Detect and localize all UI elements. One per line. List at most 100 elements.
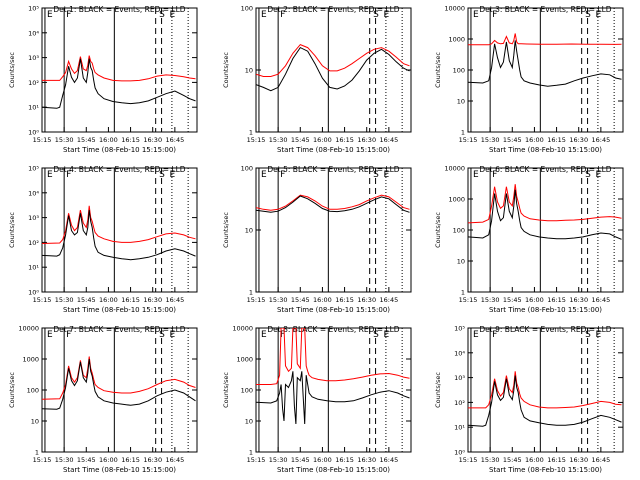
event-marker-label: F	[66, 10, 71, 20]
event-marker-label: S	[159, 10, 165, 20]
event-marker-label: S	[585, 10, 591, 20]
event-marker-label: E	[47, 10, 53, 20]
chart-panel-4: Det 4: BLACK = Events, RED = LLD Counts/s…	[8, 165, 198, 314]
y-axis-label: Counts/sec	[222, 372, 230, 408]
series-line-red-lld	[256, 44, 410, 77]
chart-panel-1: Det 1: BLACK = Events, RED = LLD Counts/s…	[8, 5, 198, 154]
y-tick-label: 10⁵	[28, 165, 39, 173]
y-axis-label: Counts/sec	[8, 52, 16, 88]
series-line-black-events	[468, 375, 622, 427]
event-marker-label: E	[47, 170, 53, 180]
chart-title: Det 1: BLACK = Events, RED = LLD	[53, 5, 185, 14]
x-tick-label: 15:45	[503, 296, 522, 304]
x-tick-label: 16:15	[121, 136, 140, 144]
x-tick-label: 16:45	[379, 456, 398, 464]
plot-frame	[467, 327, 624, 453]
x-tick-label: 15:45	[291, 136, 310, 144]
event-marker-label: E	[473, 330, 479, 340]
x-tick-label: 16:15	[335, 296, 354, 304]
event-marker-label: S	[373, 10, 379, 20]
y-tick-label: 100	[453, 227, 465, 235]
chart-title: Det 6: BLACK = Events, RED = LLD	[479, 165, 611, 174]
y-tick-label: 10	[31, 418, 39, 426]
chart-panel-3: Det 3: BLACK = Events, RED = LLD Counts/s…	[434, 5, 624, 154]
x-tick-label: 16:00	[525, 296, 544, 304]
y-axis-label: Counts/sec	[434, 212, 442, 248]
y-tick-label: 10⁴	[28, 189, 39, 197]
x-tick-label: 15:30	[269, 296, 288, 304]
x-tick-label: 16:15	[335, 456, 354, 464]
event-marker-label: E	[169, 10, 175, 20]
y-tick-label: 10	[245, 227, 253, 235]
event-marker-label: E	[169, 170, 175, 180]
y-tick-label: 10⁰	[28, 289, 39, 297]
y-axis-label: Counts/sec	[434, 52, 442, 88]
series-line-black-events	[256, 195, 410, 213]
x-tick-label: 15:15	[459, 456, 478, 464]
x-axis-label: Start Time (08-Feb-10 15:15:00)	[63, 306, 176, 314]
y-tick-label: 10	[457, 98, 465, 106]
x-axis-label: Start Time (08-Feb-10 15:15:00)	[489, 306, 602, 314]
x-tick-label: 15:15	[33, 136, 52, 144]
chart-title: Det 4: BLACK = Events, RED = LLD	[53, 165, 185, 174]
x-tick-label: 15:15	[247, 136, 266, 144]
x-axis-label: Start Time (08-Feb-10 15:15:00)	[63, 146, 176, 154]
x-tick-label: 16:00	[313, 296, 332, 304]
y-tick-label: 1	[249, 129, 253, 137]
x-tick-label: 15:30	[481, 136, 500, 144]
x-tick-label: 16:45	[379, 296, 398, 304]
series-line-black-events	[256, 371, 410, 425]
x-tick-label: 16:45	[165, 456, 184, 464]
event-marker-label: E	[383, 170, 389, 180]
event-marker-label: S	[159, 330, 165, 340]
chart-title: Det 9: BLACK = Events, RED = LLD	[479, 325, 611, 334]
series-line-black-events	[42, 358, 196, 410]
x-tick-label: 16:00	[313, 136, 332, 144]
y-tick-label: 100	[241, 165, 253, 173]
x-tick-label: 16:00	[99, 456, 118, 464]
event-marker-label: F	[492, 330, 497, 340]
chart-panel-8: Det 8: BLACK = Events, RED = LLD Counts/s…	[222, 325, 412, 474]
series-line-red-lld	[256, 194, 410, 211]
chart-title: Det 7: BLACK = Events, RED = LLD	[53, 325, 185, 334]
event-marker-label: E	[261, 170, 267, 180]
y-tick-label: 1000	[448, 196, 465, 204]
event-marker-label: E	[595, 170, 601, 180]
y-tick-label: 10⁵	[28, 5, 39, 13]
y-tick-label: 1000	[236, 356, 253, 364]
x-tick-label: 15:30	[269, 136, 288, 144]
event-marker-label: S	[373, 330, 379, 340]
x-tick-label: 16:45	[165, 136, 184, 144]
event-marker-label: E	[383, 10, 389, 20]
x-tick-label: 15:15	[247, 456, 266, 464]
y-tick-label: 10000	[232, 325, 253, 333]
y-tick-label: 1	[249, 449, 253, 457]
x-axis-label: Start Time (08-Feb-10 15:15:00)	[489, 146, 602, 154]
x-tick-label: 16:15	[547, 136, 566, 144]
plot-frame	[255, 327, 412, 453]
x-tick-label: 16:00	[99, 296, 118, 304]
x-tick-label: 16:15	[547, 456, 566, 464]
y-tick-label: 10⁰	[28, 129, 39, 137]
x-tick-label: 15:15	[33, 296, 52, 304]
x-axis-label: Start Time (08-Feb-10 15:15:00)	[277, 146, 390, 154]
x-tick-label: 16:15	[547, 296, 566, 304]
x-axis-label: Start Time (08-Feb-10 15:15:00)	[277, 306, 390, 314]
x-tick-label: 16:30	[357, 296, 376, 304]
x-tick-label: 15:30	[269, 456, 288, 464]
series-line-black-events	[256, 46, 410, 92]
series-line-black-events	[468, 189, 622, 240]
plot-frame	[467, 167, 624, 293]
x-tick-label: 15:15	[247, 296, 266, 304]
y-tick-label: 10	[245, 418, 253, 426]
x-tick-label: 16:45	[591, 456, 610, 464]
y-tick-label: 1	[249, 289, 253, 297]
event-marker-label: F	[280, 330, 285, 340]
y-tick-label: 100	[241, 387, 253, 395]
x-tick-label: 15:15	[459, 296, 478, 304]
y-tick-label: 1	[461, 289, 465, 297]
chart-panel-2: Det 2: BLACK = Events, RED = LLD Counts/s…	[222, 5, 412, 154]
chart-title: Det 8: BLACK = Events, RED = LLD	[267, 325, 399, 334]
x-tick-label: 16:30	[569, 456, 588, 464]
